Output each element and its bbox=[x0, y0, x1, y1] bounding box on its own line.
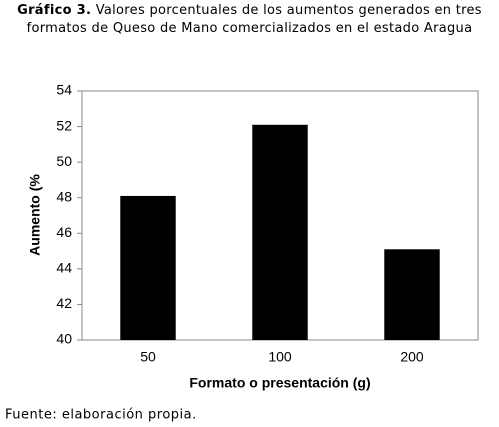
chart-title: Gráfico 3. Valores porcentuales de los a… bbox=[4, 2, 495, 38]
x-axis-title: Formato o presentación (g) bbox=[189, 375, 370, 391]
bar bbox=[120, 195, 176, 340]
y-axis-title: Aumento (% bbox=[27, 174, 43, 256]
source-note: Fuente: elaboración propia. bbox=[5, 408, 197, 423]
figure-label: Gráfico 3. bbox=[17, 3, 92, 18]
y-tick-label: 52 bbox=[56, 117, 72, 133]
title-text: Valores porcentuales de los aumentos gen… bbox=[26, 3, 482, 36]
x-tick-label: 100 bbox=[268, 349, 292, 365]
x-tick-label: 200 bbox=[400, 349, 424, 365]
bar bbox=[252, 124, 308, 341]
y-tick-label: 40 bbox=[56, 331, 72, 347]
x-tick-label: 50 bbox=[140, 349, 156, 365]
y-tick-label: 44 bbox=[56, 260, 72, 276]
y-tick-label: 48 bbox=[56, 188, 72, 204]
y-tick-label: 42 bbox=[56, 295, 72, 311]
bar bbox=[384, 249, 440, 340]
y-tick-label: 54 bbox=[56, 82, 72, 98]
y-tick-label: 46 bbox=[56, 224, 72, 240]
y-tick-label: 50 bbox=[56, 153, 72, 169]
